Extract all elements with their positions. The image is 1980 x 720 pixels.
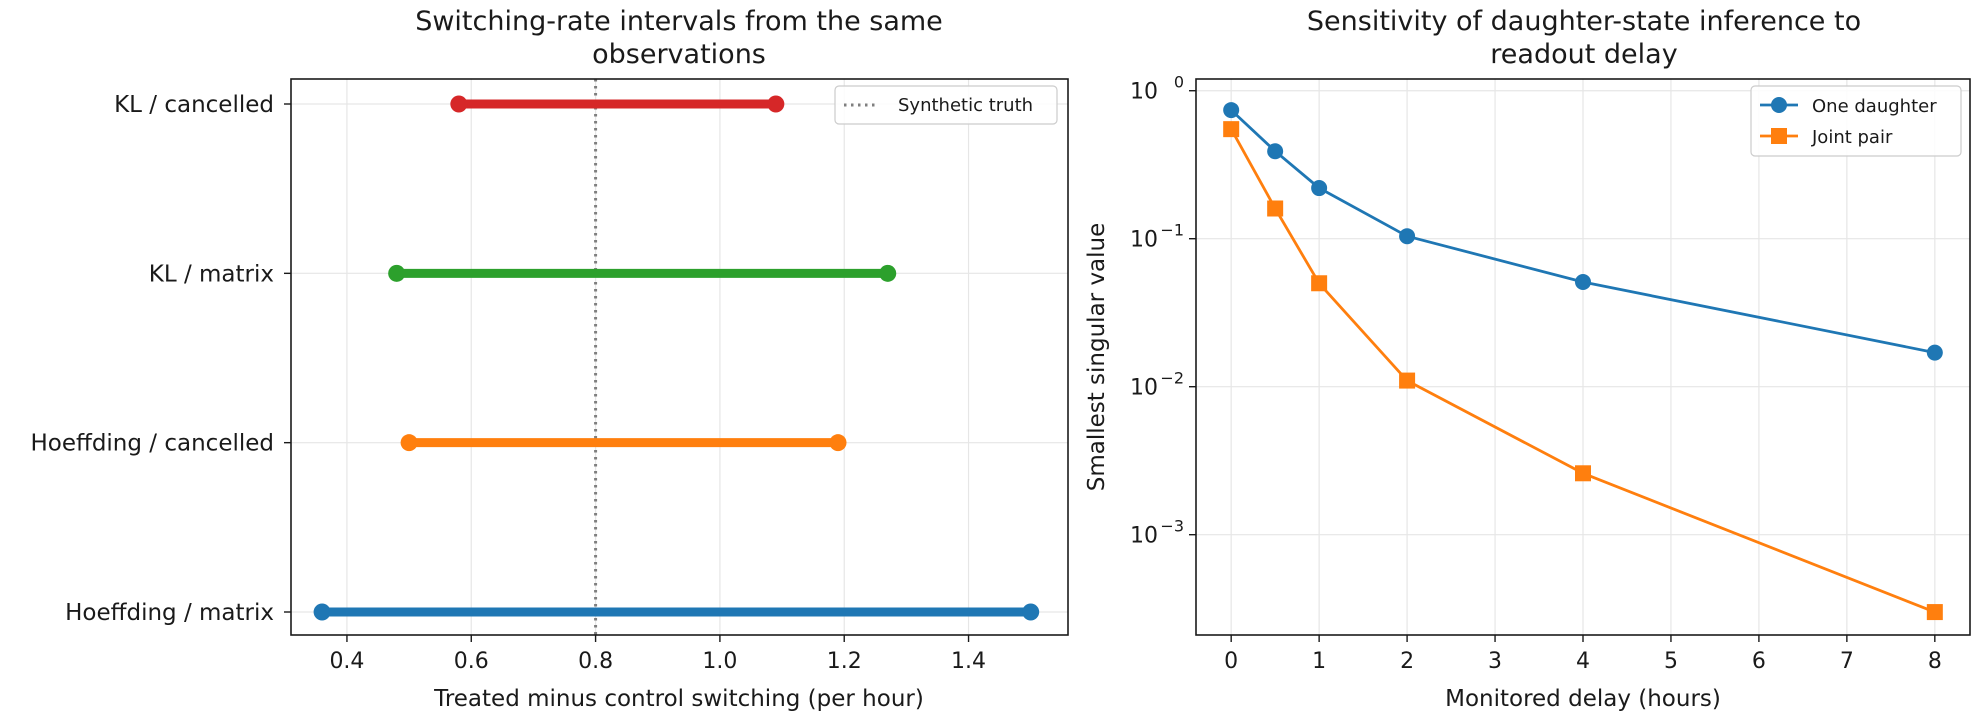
right-x-tick-label-8: 8 [1928, 649, 1942, 674]
legend-label-0: One daughter [1812, 96, 1937, 117]
right-y-tick-exponent-text-1: −2 [1160, 369, 1184, 388]
series-1-point-2 [1311, 275, 1328, 292]
left-interval-marks [313, 95, 1040, 621]
left-legend: Synthetic truth [834, 85, 1058, 125]
right-y-tick-exponent-text-2: −1 [1160, 221, 1184, 240]
category-label-0: KL / cancelled [114, 92, 274, 118]
series-0-point-5 [1926, 344, 1943, 361]
category-label-1: KL / matrix [149, 261, 274, 287]
line-panel: Sensitivity of daughter-state inference … [1084, 6, 1971, 712]
left-x-tick-label-5: 1.4 [951, 649, 986, 674]
interval-low-point-1 [388, 264, 406, 282]
left-x-tick-label-3: 1.0 [702, 649, 737, 674]
left-x-axis-label: Treated minus control switching (per hou… [433, 686, 924, 712]
left-category-labels: KL / cancelled KL / matrix Hoeffding / can… [30, 92, 291, 626]
legend-swatch-marker-0 [1771, 97, 1787, 113]
interval-low-point-0 [450, 95, 468, 113]
interval-high-point-3 [1022, 603, 1040, 621]
right-x-tick-label-5: 5 [1664, 649, 1678, 674]
left-axes-frame [290, 78, 1069, 636]
legend-label-synthetic-truth: Synthetic truth [898, 95, 1033, 116]
right-y-tick-label-3: 10 [1130, 80, 1158, 105]
right-y-tick-label-2: 10 [1130, 228, 1158, 253]
series-1-point-0 [1223, 121, 1240, 138]
right-x-tick-label-3: 3 [1488, 649, 1502, 674]
left-x-tick-label-1: 0.6 [454, 649, 489, 674]
left-title-line-1: Switching-rate intervals from the same [415, 6, 943, 37]
right-x-tick-label-2: 2 [1400, 649, 1414, 674]
series-0-point-1 [1267, 143, 1284, 160]
series-1-point-1 [1267, 200, 1284, 217]
series-1-point-4 [1575, 465, 1591, 482]
right-series-markers [1223, 102, 1943, 621]
series-0-point-2 [1311, 180, 1328, 197]
series-line-1 [1229, 128, 1936, 614]
right-series-lines [1229, 109, 1936, 614]
right-title-line-2: readout delay [1490, 39, 1677, 70]
right-x-tick-label-7: 7 [1840, 649, 1854, 674]
legend-swatch-marker-1 [1771, 128, 1787, 144]
series-1-point-3 [1399, 372, 1416, 389]
right-x-axis-label: Monitored delay (hours) [1445, 686, 1721, 712]
right-x-tick-label-0: 0 [1224, 649, 1238, 674]
left-title-line-2: observations [592, 39, 766, 70]
series-line-0 [1230, 109, 1936, 354]
right-x-tick-label-6: 6 [1752, 649, 1766, 674]
right-y-tick-exponent-text-3: 0 [1174, 73, 1184, 92]
left-x-tick-label-4: 1.2 [827, 649, 862, 674]
series-1-point-5 [1926, 604, 1943, 621]
right-x-tick-label-1: 1 [1312, 649, 1326, 674]
left-x-tick-label-0: 0.4 [329, 649, 364, 674]
right-y-tick-exponent-text-0: −3 [1160, 517, 1184, 536]
interval-low-point-3 [313, 603, 331, 621]
right-y-tick-label-1: 10 [1130, 376, 1158, 401]
legend-label-1: Joint pair [1811, 127, 1893, 148]
right-legend: One daughter Joint pair [1750, 85, 1962, 157]
left-x-tick-label-2: 0.8 [578, 649, 613, 674]
interval-high-point-1 [879, 264, 897, 282]
series-0-point-3 [1399, 228, 1416, 245]
right-title-line-1: Sensitivity of daughter-state inference … [1307, 6, 1861, 37]
left-grid [291, 79, 1068, 635]
right-y-tick-label-0: 10 [1130, 524, 1158, 549]
series-0-point-0 [1223, 102, 1240, 119]
left-x-ticks: 0.4 0.6 0.8 1.0 1.2 1.4 [329, 635, 986, 674]
category-label-3: Hoeffding / matrix [65, 600, 274, 626]
right-y-axis-label: Smallest singular value [1084, 223, 1110, 492]
interval-high-point-0 [767, 95, 785, 113]
right-legend-box [1750, 85, 1962, 157]
right-x-tick-label-4: 4 [1576, 649, 1590, 674]
series-0-point-4 [1575, 273, 1591, 290]
right-grid [1196, 79, 1970, 635]
interval-high-point-2 [829, 434, 847, 452]
interval-low-point-2 [400, 434, 418, 452]
left-legend-box [834, 85, 1058, 125]
interval-panel: Switching-rate intervals from the same o… [30, 6, 1069, 712]
category-label-2: Hoeffding / cancelled [30, 431, 274, 457]
right-x-ticks: 0 1 2 3 4 5 6 7 8 [1224, 635, 1942, 674]
